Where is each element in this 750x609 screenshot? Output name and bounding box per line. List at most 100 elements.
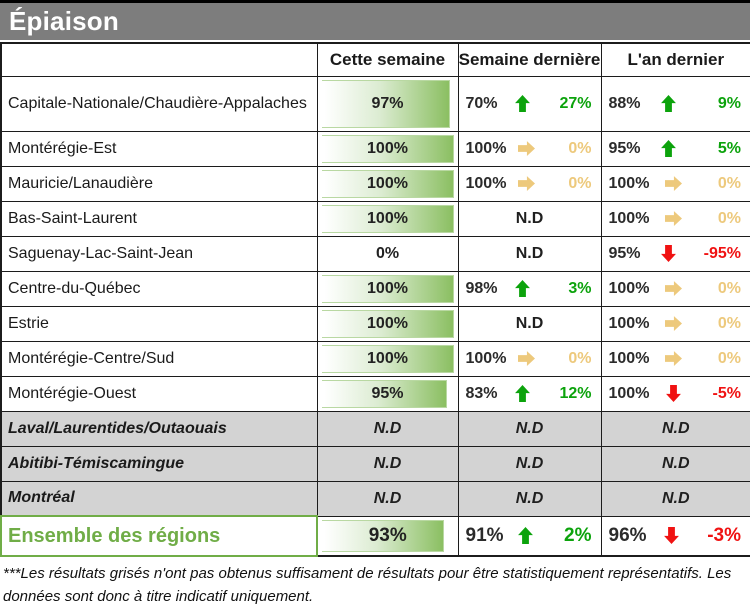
trend-change: 12% <box>548 385 592 403</box>
this-week-cell: 100% <box>317 341 458 376</box>
nd-value: N.D <box>459 490 601 508</box>
region-name-cell: Capitale-Nationale/Chaudière-Appalaches <box>1 76 317 131</box>
corner-cell <box>1 43 317 76</box>
nd-value: N.D <box>459 245 601 263</box>
arrow-up-icon <box>517 527 534 544</box>
trend-group: 100%0% <box>459 350 601 368</box>
column-header: Semaine dernière <box>458 43 601 76</box>
trend-change: -3% <box>697 525 741 547</box>
nd-value: N.D <box>602 455 750 473</box>
last-year-cell: 100%0% <box>601 271 750 306</box>
trend-value: 100% <box>466 140 507 158</box>
arrow-right-icon <box>665 210 682 227</box>
this-week-cell: 100% <box>317 201 458 236</box>
trend-change: -5% <box>697 385 741 403</box>
trend-change: -95% <box>697 245 741 263</box>
arrow-up-icon <box>514 95 531 112</box>
arrow-right-icon <box>518 350 535 367</box>
region-name-cell: Abitibi-Témiscamingue <box>1 446 317 481</box>
bar-value: 93% <box>318 526 458 545</box>
this-week-cell: 97% <box>317 76 458 131</box>
trend-value: 70% <box>466 95 498 113</box>
region-name-cell: Montérégie-Ouest <box>1 376 317 411</box>
trend-group: 100%0% <box>602 315 750 333</box>
trend-group: 98%3% <box>459 280 601 298</box>
bar-value: 97% <box>318 96 458 112</box>
trend-change: 0% <box>697 315 741 333</box>
region-name-cell: Centre-du-Québec <box>1 271 317 306</box>
bar-value: 100% <box>318 316 458 332</box>
arrow-down-icon <box>663 527 680 544</box>
nd-value: N.D <box>318 490 458 508</box>
this-week-cell: N.D <box>317 446 458 481</box>
total-row-label: Ensemble des régions <box>1 516 317 556</box>
arrow-right-icon <box>518 175 535 192</box>
report-title-bar: Épiaison <box>0 0 750 40</box>
last-year-cell: 100%0% <box>601 306 750 341</box>
trend-change: 0% <box>697 210 741 228</box>
trend-change: 27% <box>548 95 592 113</box>
trend-group: 70% 27% <box>459 95 601 113</box>
nd-value: N.D <box>602 420 750 438</box>
last-year-cell: 100% 0% <box>601 201 750 236</box>
region-name-cell: Mauricie/Lanaudière <box>1 166 317 201</box>
arrow-up-icon <box>660 140 677 157</box>
last-year-cell: 95%5% <box>601 131 750 166</box>
arrow-right-icon <box>665 315 682 332</box>
region-name-cell: Montérégie-Centre/Sud <box>1 341 317 376</box>
last-week-cell: 100%0% <box>458 341 601 376</box>
arrow-down-icon <box>665 385 682 402</box>
arrow-right-icon <box>518 140 535 157</box>
this-week-cell: 100% <box>317 166 458 201</box>
nd-value: N.D <box>459 210 601 228</box>
trend-value: 100% <box>609 210 650 228</box>
nd-value: N.D <box>602 490 750 508</box>
region-name-cell: Saguenay-Lac-Saint-Jean <box>1 236 317 271</box>
trend-group: 88%9% <box>602 95 750 113</box>
trend-group: 100%0% <box>459 140 601 158</box>
bar-value: 100% <box>318 351 458 367</box>
trend-group: 95%-95% <box>602 245 750 263</box>
trend-value: 91% <box>466 525 504 547</box>
arrow-right-icon <box>665 280 682 297</box>
nd-value: N.D <box>318 420 458 438</box>
this-week-cell: 100% <box>317 271 458 306</box>
arrow-right-icon <box>665 175 682 192</box>
last-week-cell: 98%3% <box>458 271 601 306</box>
trend-value: 96% <box>609 525 647 547</box>
nd-value: N.D <box>459 455 601 473</box>
column-header: L'an dernier <box>601 43 750 76</box>
trend-change: 5% <box>697 140 741 158</box>
trend-change: 0% <box>697 175 741 193</box>
trend-change: 0% <box>697 350 741 368</box>
this-week-cell: 100% <box>317 131 458 166</box>
bar-value: 0% <box>318 246 458 262</box>
last-year-cell: 100%-5% <box>601 376 750 411</box>
bar-value: 100% <box>318 211 458 227</box>
trend-group: 100%-5% <box>602 385 750 403</box>
trend-group: 95%5% <box>602 140 750 158</box>
last-year-cell: N.D <box>601 481 750 516</box>
last-year-cell: 95%-95% <box>601 236 750 271</box>
nd-value: N.D <box>318 455 458 473</box>
region-name-cell: Montréal <box>1 481 317 516</box>
trend-group: 100%0% <box>602 280 750 298</box>
this-week-cell: 93% <box>317 516 458 556</box>
last-year-cell: N.D <box>601 411 750 446</box>
last-week-cell: 100%0% <box>458 166 601 201</box>
page-title: Épiaison <box>9 6 119 37</box>
trend-value: 100% <box>609 280 650 298</box>
trend-group: 100%0% <box>459 175 601 193</box>
last-week-cell: N.D <box>458 446 601 481</box>
footnote: ***Les résultats grisés n'ont pas obtenu… <box>3 562 747 609</box>
